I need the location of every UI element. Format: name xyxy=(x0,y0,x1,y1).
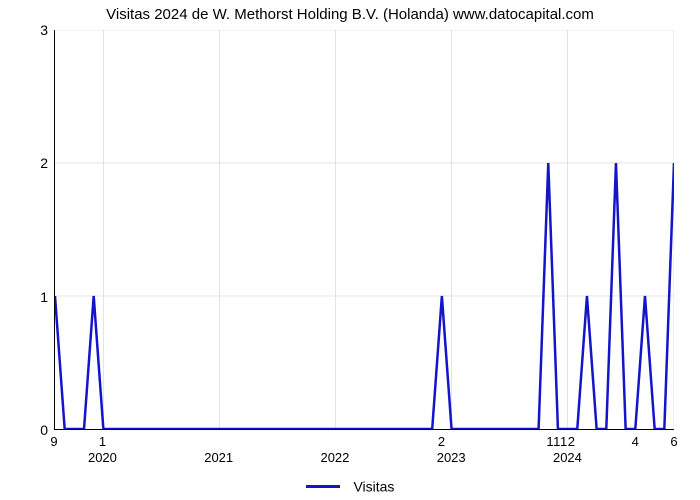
xtick-minor-label: 4 xyxy=(632,434,639,449)
chart-title: Visitas 2024 de W. Methorst Holding B.V.… xyxy=(0,6,700,23)
xtick-minor-label: 2 xyxy=(438,434,445,449)
ytick-label: 2 xyxy=(40,155,48,171)
ytick-label: 1 xyxy=(40,289,48,305)
xtick-year-label: 2024 xyxy=(553,450,582,465)
legend-label: Visitas xyxy=(353,478,394,494)
xtick-minor-label: 1 xyxy=(99,434,106,449)
legend: Visitas xyxy=(0,477,700,494)
xtick-year-label: 2021 xyxy=(204,450,233,465)
legend-swatch xyxy=(306,485,340,488)
plot-area xyxy=(54,30,674,430)
xtick-minor-label: 6 xyxy=(670,434,677,449)
xtick-year-label: 2020 xyxy=(88,450,117,465)
xtick-minor-label: 2 xyxy=(568,434,575,449)
chart-svg xyxy=(55,30,674,429)
chart-container: Visitas 2024 de W. Methorst Holding B.V.… xyxy=(0,0,700,500)
xtick-year-label: 2022 xyxy=(320,450,349,465)
ytick-label: 0 xyxy=(40,422,48,438)
ytick-label: 3 xyxy=(40,22,48,38)
xtick-year-label: 2023 xyxy=(437,450,466,465)
xtick-minor-label: 9 xyxy=(50,434,57,449)
xtick-minor-label: 1 xyxy=(560,434,567,449)
